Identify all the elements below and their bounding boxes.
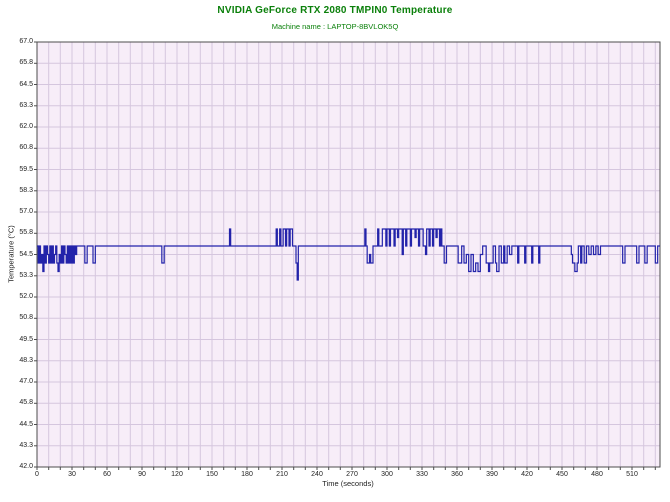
x-tick-label: 150: [206, 471, 218, 478]
x-tick-label: 300: [381, 471, 393, 478]
y-tick-label: 53.3: [19, 271, 33, 279]
y-tick-label: 59.5: [19, 165, 33, 173]
y-tick-label: 43.3: [19, 441, 33, 449]
x-tick-label: 390: [486, 471, 498, 478]
y-tick-label: 52.0: [19, 293, 33, 300]
y-tick-label: 42.0: [19, 463, 33, 470]
x-tick-label: 510: [626, 471, 638, 478]
x-tick-label: 480: [591, 471, 603, 478]
y-tick-label: 55.8: [19, 229, 33, 237]
y-tick-label: 65.8: [19, 59, 33, 67]
x-tick-label: 450: [556, 471, 568, 478]
y-tick-label: 49.5: [19, 335, 33, 343]
y-tick-label: 62.0: [19, 123, 33, 130]
chart-title: NVIDIA GeForce RTX 2080 TMPIN0 Temperatu…: [217, 5, 453, 16]
y-tick-label: 50.8: [19, 314, 33, 322]
y-tick-label: 54.5: [19, 250, 33, 258]
y-tick-label: 48.3: [19, 356, 33, 364]
x-tick-label: 180: [241, 471, 253, 478]
x-tick-label: 60: [103, 471, 111, 478]
y-tick-label: 60.8: [19, 144, 33, 152]
y-tick-label: 58.3: [19, 186, 33, 194]
x-tick-label: 270: [346, 471, 358, 478]
x-tick-label: 210: [276, 471, 288, 478]
y-tick-label: 63.3: [19, 101, 33, 109]
chart-subtitle: Machine name : LAPTOP-8BVLOK5Q: [271, 22, 399, 31]
y-tick-label: 64.5: [19, 80, 33, 88]
series-TMPIN0: [37, 228, 660, 281]
x-tick-label: 330: [416, 471, 428, 478]
x-tick-label: 420: [521, 471, 533, 478]
x-tick-label: 90: [138, 471, 146, 478]
x-tick-label: 360: [451, 471, 463, 478]
x-tick-label: 0: [35, 471, 39, 478]
x-tick-label: 240: [311, 471, 323, 478]
x-tick-label: 120: [171, 471, 183, 478]
y-tick-label: 67.0: [19, 38, 33, 45]
y-tick-label: 57.0: [19, 208, 33, 215]
x-tick-label: 30: [68, 471, 76, 478]
y-tick-label: 47.0: [19, 378, 33, 385]
y-tick-label: 44.5: [19, 420, 33, 428]
x-axis-title: Time (seconds): [322, 479, 374, 488]
y-tick-label: 45.8: [19, 399, 33, 407]
